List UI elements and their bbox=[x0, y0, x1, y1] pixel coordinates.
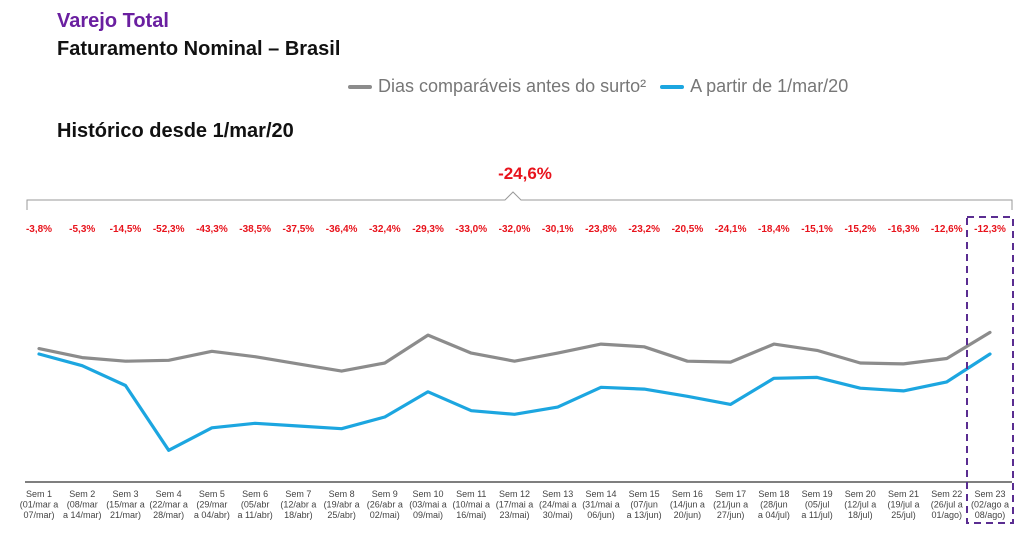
x-tick-label: Sem 3 (15/mar a 21/mar) bbox=[106, 489, 145, 520]
x-tick-label: Sem 6 (05/abr a 11/abr) bbox=[237, 489, 272, 520]
x-tick-label: Sem 21 (19/jul a 25/jul) bbox=[888, 489, 920, 520]
x-tick-label: Sem 14 (31/mai a 06/jun) bbox=[582, 489, 620, 520]
variation-label: -18,4% bbox=[758, 224, 790, 235]
x-tick-label: Sem 12 (17/mai a 23/mai) bbox=[496, 489, 534, 520]
variation-label: -33,0% bbox=[455, 224, 487, 235]
variation-label: -15,2% bbox=[844, 224, 876, 235]
total-change-label: -24,6% bbox=[498, 164, 552, 183]
x-tick-label: Sem 10 (03/mai a 09/mai) bbox=[409, 489, 447, 520]
variation-label: -20,5% bbox=[672, 224, 704, 235]
variation-label: -12,3% bbox=[974, 224, 1006, 235]
total-bracket bbox=[27, 192, 1012, 210]
variation-label: -37,5% bbox=[283, 224, 315, 235]
x-tick-label: Sem 11 (10/mai a 16/mai) bbox=[453, 489, 491, 520]
variation-label: -43,3% bbox=[196, 224, 228, 235]
highlight-box-last-week bbox=[967, 217, 1013, 523]
x-tick-label: Sem 5 (29/mar a 04/abr) bbox=[194, 489, 230, 520]
variation-label: -24,1% bbox=[715, 224, 747, 235]
x-tick-label: Sem 13 (24/mai a 30/mai) bbox=[539, 489, 577, 520]
line-chart: -24,6% -3,8% -5,3% -14,5% -52,3% -43,3% -38,5%… bbox=[0, 0, 1024, 535]
variation-label: -3,8% bbox=[26, 224, 52, 235]
x-tick-label: Sem 19 (05/jul a 11/jul) bbox=[801, 489, 832, 520]
x-tick-label: Sem 22 (26/jul a 01/ago) bbox=[931, 489, 963, 520]
variation-label: -15,1% bbox=[801, 224, 833, 235]
series-line-current bbox=[39, 354, 990, 450]
series-line-comparable bbox=[39, 332, 990, 371]
x-tick-label: Sem 8 (19/abr a 25/abr) bbox=[324, 489, 360, 520]
variation-label: -29,3% bbox=[412, 224, 444, 235]
variation-label: -23,2% bbox=[628, 224, 660, 235]
x-tick-label: Sem 23 (02/ago a 08/ago) bbox=[971, 489, 1009, 520]
variation-label: -16,3% bbox=[888, 224, 920, 235]
x-tick-label: Sem 15 (07/jun a 13/jun) bbox=[627, 489, 662, 520]
variation-label: -36,4% bbox=[326, 224, 358, 235]
variation-label: -14,5% bbox=[110, 224, 142, 235]
variation-label: -12,6% bbox=[931, 224, 963, 235]
x-tick-label: Sem 16 (14/jun a 20/jun) bbox=[670, 489, 705, 520]
x-tick-label: Sem 20 (12/jul a 18/jul) bbox=[844, 489, 876, 520]
x-tick-label: Sem 9 (26/abr a 02/mai) bbox=[367, 489, 403, 520]
variation-label: -5,3% bbox=[69, 224, 95, 235]
variation-label: -32,4% bbox=[369, 224, 401, 235]
x-tick-label: Sem 1 (01/mar a 07/mar) bbox=[20, 489, 59, 520]
x-tick-label: Sem 18 (28/jun a 04/jul) bbox=[758, 489, 790, 520]
x-tick-label: Sem 17 (21/jun a 27/jun) bbox=[713, 489, 748, 520]
variation-label: -52,3% bbox=[153, 224, 185, 235]
variation-label: -23,8% bbox=[585, 224, 617, 235]
x-tick-label: Sem 4 (22/mar a 28/mar) bbox=[149, 489, 188, 520]
variation-label: -30,1% bbox=[542, 224, 574, 235]
variation-label: -38,5% bbox=[239, 224, 271, 235]
x-tick-label: Sem 2 (08/mar a 14/mar) bbox=[63, 489, 102, 520]
x-tick-label: Sem 7 (12/abr a 18/abr) bbox=[280, 489, 316, 520]
variation-label: -32,0% bbox=[499, 224, 531, 235]
